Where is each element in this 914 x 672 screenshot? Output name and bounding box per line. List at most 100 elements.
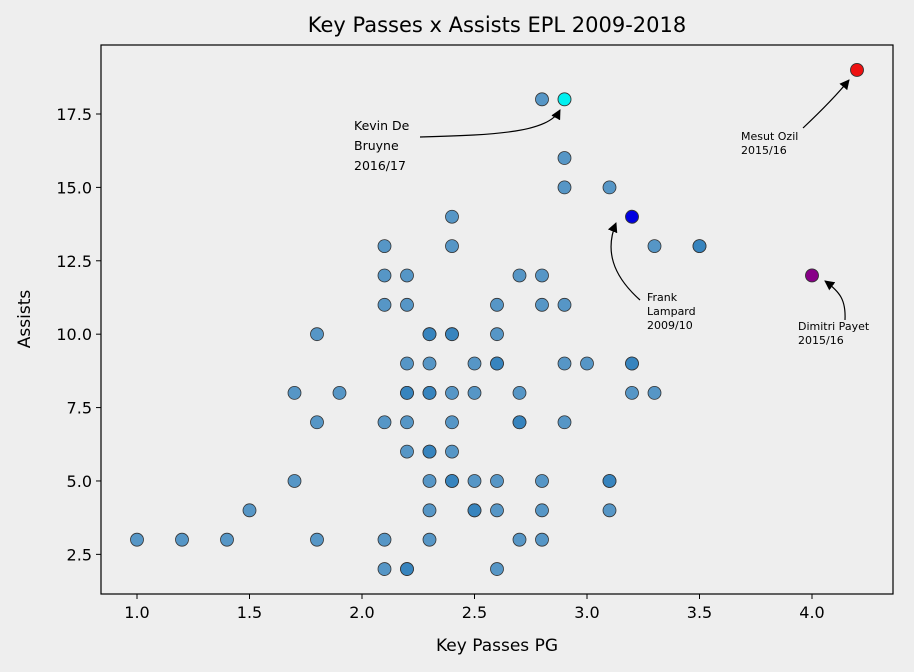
data-point (287, 385, 302, 400)
highlight-point (850, 63, 864, 77)
data-point (535, 532, 549, 547)
data-point (535, 503, 549, 518)
annotation-arrow (824, 280, 846, 321)
points-layer (130, 63, 864, 576)
data-point (535, 268, 549, 283)
data-point (557, 151, 572, 165)
data-point (512, 385, 527, 400)
data-point (130, 532, 144, 547)
annotation-label: 2009/10 (647, 319, 693, 332)
data-point (400, 268, 414, 283)
data-point (512, 268, 527, 283)
annotation-label: Frank (647, 291, 678, 304)
x-tick-label: 2.5 (462, 603, 487, 622)
data-point (377, 562, 392, 576)
data-point (445, 474, 459, 488)
data-point (535, 92, 549, 107)
data-point (647, 385, 662, 400)
data-point (400, 562, 414, 576)
annotation: Kevin De Bruyne 2016/17 (354, 109, 561, 173)
data-point (490, 562, 504, 576)
data-point (490, 356, 504, 371)
annotation-arrow (419, 109, 561, 138)
x-tick-label: 1.0 (124, 603, 149, 622)
chart-title: Key Passes x Assists EPL 2009-2018 (308, 13, 687, 37)
data-point (400, 385, 414, 400)
data-point (422, 327, 437, 342)
data-point (490, 327, 504, 342)
annotation-label: 2016/17 (354, 158, 406, 173)
data-point (445, 385, 459, 400)
highlight-point (805, 268, 819, 283)
annotation-arrow (802, 79, 850, 129)
data-point (692, 239, 707, 254)
data-point (220, 532, 234, 547)
y-tick-label: 7.5 (67, 399, 92, 418)
data-point (332, 385, 347, 400)
data-point (377, 239, 392, 254)
data-point (422, 474, 437, 488)
data-point (422, 444, 437, 459)
data-point (445, 444, 459, 459)
y-tick-label: 10.0 (56, 325, 92, 344)
y-axis-label: Assists (15, 290, 35, 349)
data-point (377, 532, 392, 547)
data-point (467, 385, 482, 400)
y-tick-label: 2.5 (67, 545, 92, 564)
x-tick-label: 2.0 (349, 603, 374, 622)
annotation-label: Kevin De (354, 118, 410, 133)
data-point (422, 532, 437, 547)
x-tick-label: 1.5 (237, 603, 262, 622)
annotations-layer: Kevin De Bruyne 2016/17 FrankLampard2009/10… (354, 79, 870, 347)
data-point (602, 474, 617, 488)
data-point (400, 444, 414, 459)
x-tick-label: 3.5 (687, 603, 712, 622)
data-point (400, 415, 414, 430)
annotation-label: 2015/16 (741, 144, 787, 157)
data-point (445, 209, 459, 224)
data-point (422, 503, 437, 518)
data-point (287, 474, 302, 488)
data-point (400, 356, 414, 371)
data-point (557, 356, 572, 371)
annotation-label: Lampard (647, 305, 696, 318)
data-point (242, 503, 257, 518)
data-point (422, 356, 437, 371)
data-point (557, 180, 572, 195)
data-point (422, 385, 437, 400)
data-point (377, 268, 392, 283)
y-tick-label: 17.5 (56, 105, 92, 124)
data-point (467, 474, 482, 488)
y-tick-label: 15.0 (56, 178, 92, 197)
annotation-label: Bruyne (354, 138, 399, 153)
data-point (512, 415, 527, 430)
x-tick-label: 4.0 (799, 603, 824, 622)
data-point (400, 297, 414, 312)
data-point (557, 297, 572, 312)
data-point (490, 503, 504, 518)
data-point (535, 297, 549, 312)
data-point (445, 415, 459, 430)
annotation-label: 2015/16 (798, 334, 844, 347)
data-point (512, 532, 527, 547)
data-point (175, 532, 189, 547)
data-point (310, 415, 324, 430)
data-point (490, 474, 504, 488)
plot-area (100, 44, 894, 595)
y-tick-label: 5.0 (67, 472, 92, 491)
data-point (467, 356, 482, 371)
data-point (445, 239, 459, 254)
annotation-label: Mesut Ozil (741, 130, 798, 143)
data-point (625, 356, 639, 371)
x-tick-label: 3.0 (574, 603, 599, 622)
data-point (557, 415, 572, 430)
data-point (310, 532, 324, 547)
data-point (647, 239, 662, 254)
annotation-label: Dimitri Payet (798, 320, 870, 333)
highlight-point (625, 209, 639, 224)
data-point (467, 503, 482, 518)
data-point (580, 356, 594, 371)
